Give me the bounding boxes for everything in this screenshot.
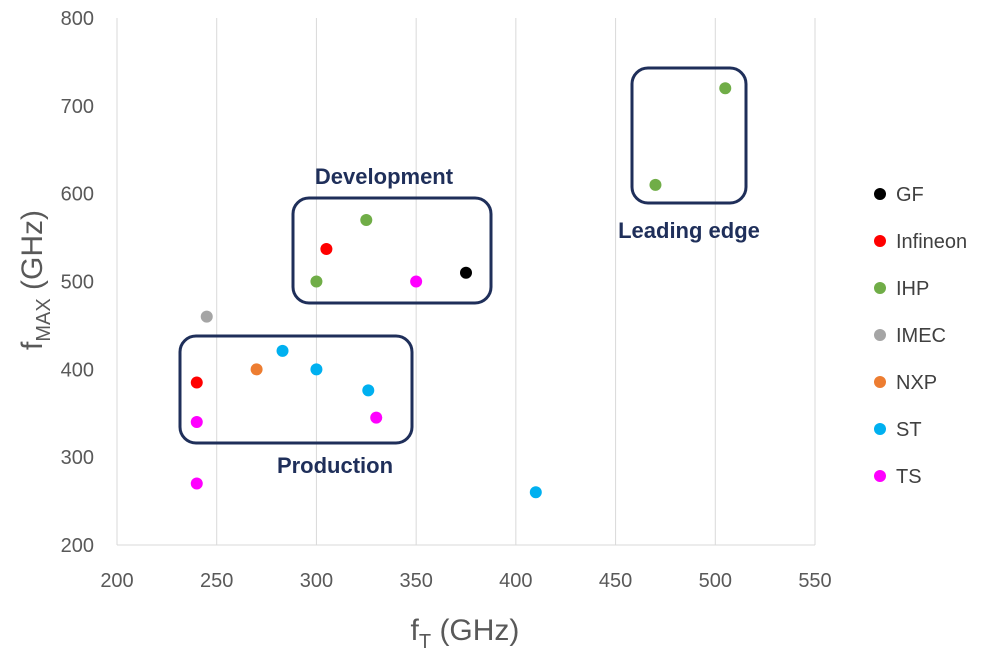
- point-ts: [190, 416, 203, 429]
- legend-label-ts: TS: [896, 466, 922, 488]
- x-tick-label: 250: [200, 570, 233, 592]
- x-tick-label: 300: [300, 570, 333, 592]
- x-tick-label: 550: [798, 570, 831, 592]
- legend-marker-infineon: [874, 235, 886, 247]
- legend-marker-ihp: [874, 282, 886, 294]
- x-axis-title-main: f: [411, 614, 420, 647]
- data-points: [190, 82, 732, 499]
- y-tick-label: 700: [61, 96, 94, 118]
- annotation-leading-edge: Leading edge: [618, 218, 760, 243]
- legend-label-infineon: Infineon: [896, 231, 967, 253]
- y-tick-label: 600: [61, 184, 94, 206]
- production-box: [178, 334, 414, 445]
- point-st: [529, 486, 542, 499]
- group-boxes: [178, 66, 748, 445]
- y-axis-title-main: f: [16, 341, 49, 350]
- point-ts: [370, 411, 383, 424]
- point-ihp: [360, 214, 373, 227]
- annotation-development: Development: [315, 164, 454, 189]
- y-axis-title-sub: MAX: [33, 298, 55, 341]
- point-infineon: [320, 243, 333, 256]
- legend-label-imec: IMEC: [896, 325, 946, 347]
- point-st: [276, 344, 289, 357]
- x-tick-labels: 200 250 300 350 400 450 500 550: [100, 570, 831, 592]
- legend-marker-nxp: [874, 376, 886, 388]
- point-ihp: [649, 178, 662, 191]
- x-tick-label: 450: [599, 570, 632, 592]
- legend-label-ihp: IHP: [896, 278, 929, 300]
- point-st: [310, 363, 323, 376]
- x-axis-title: fT (GHz): [411, 614, 520, 652]
- x-tick-label: 500: [699, 570, 732, 592]
- point-st: [362, 384, 375, 397]
- point-ts: [410, 275, 423, 288]
- point-imec: [200, 310, 213, 323]
- axes: [116, 18, 815, 546]
- development-box: [291, 196, 493, 305]
- x-tick-label: 200: [100, 570, 133, 592]
- y-tick-label: 200: [61, 535, 94, 557]
- legend: GF Infineon IHP IMEC NXP ST TS: [874, 184, 967, 488]
- y-axis-title-suffix: (GHz): [16, 210, 49, 298]
- x-axis-title-suffix: (GHz): [431, 614, 519, 647]
- legend-marker-ts: [874, 470, 886, 482]
- point-ihp: [310, 275, 323, 288]
- leading-edge-box: [630, 66, 748, 205]
- point-gf: [460, 266, 472, 279]
- y-tick-label: 800: [61, 8, 94, 30]
- point-infineon: [190, 376, 203, 389]
- legend-marker-imec: [874, 329, 886, 341]
- legend-marker-gf: [874, 188, 886, 200]
- x-axis-title-sub: T: [419, 631, 431, 652]
- y-tick-label: 300: [61, 447, 94, 469]
- point-nxp: [250, 363, 263, 376]
- point-ts: [190, 477, 203, 490]
- y-tick-label: 500: [61, 272, 94, 294]
- x-tick-label: 350: [399, 570, 432, 592]
- legend-marker-st: [874, 423, 886, 435]
- y-tick-label: 400: [61, 359, 94, 381]
- point-ihp: [719, 82, 732, 95]
- y-axis-title: fMAX (GHz): [16, 210, 55, 350]
- legend-label-st: ST: [896, 419, 922, 441]
- annotation-production: Production: [277, 453, 393, 478]
- y-tick-labels: 200 300 400 500 600 700 800: [61, 8, 94, 557]
- legend-label-nxp: NXP: [896, 372, 937, 394]
- x-tick-label: 400: [499, 570, 532, 592]
- legend-label-gf: GF: [896, 184, 924, 206]
